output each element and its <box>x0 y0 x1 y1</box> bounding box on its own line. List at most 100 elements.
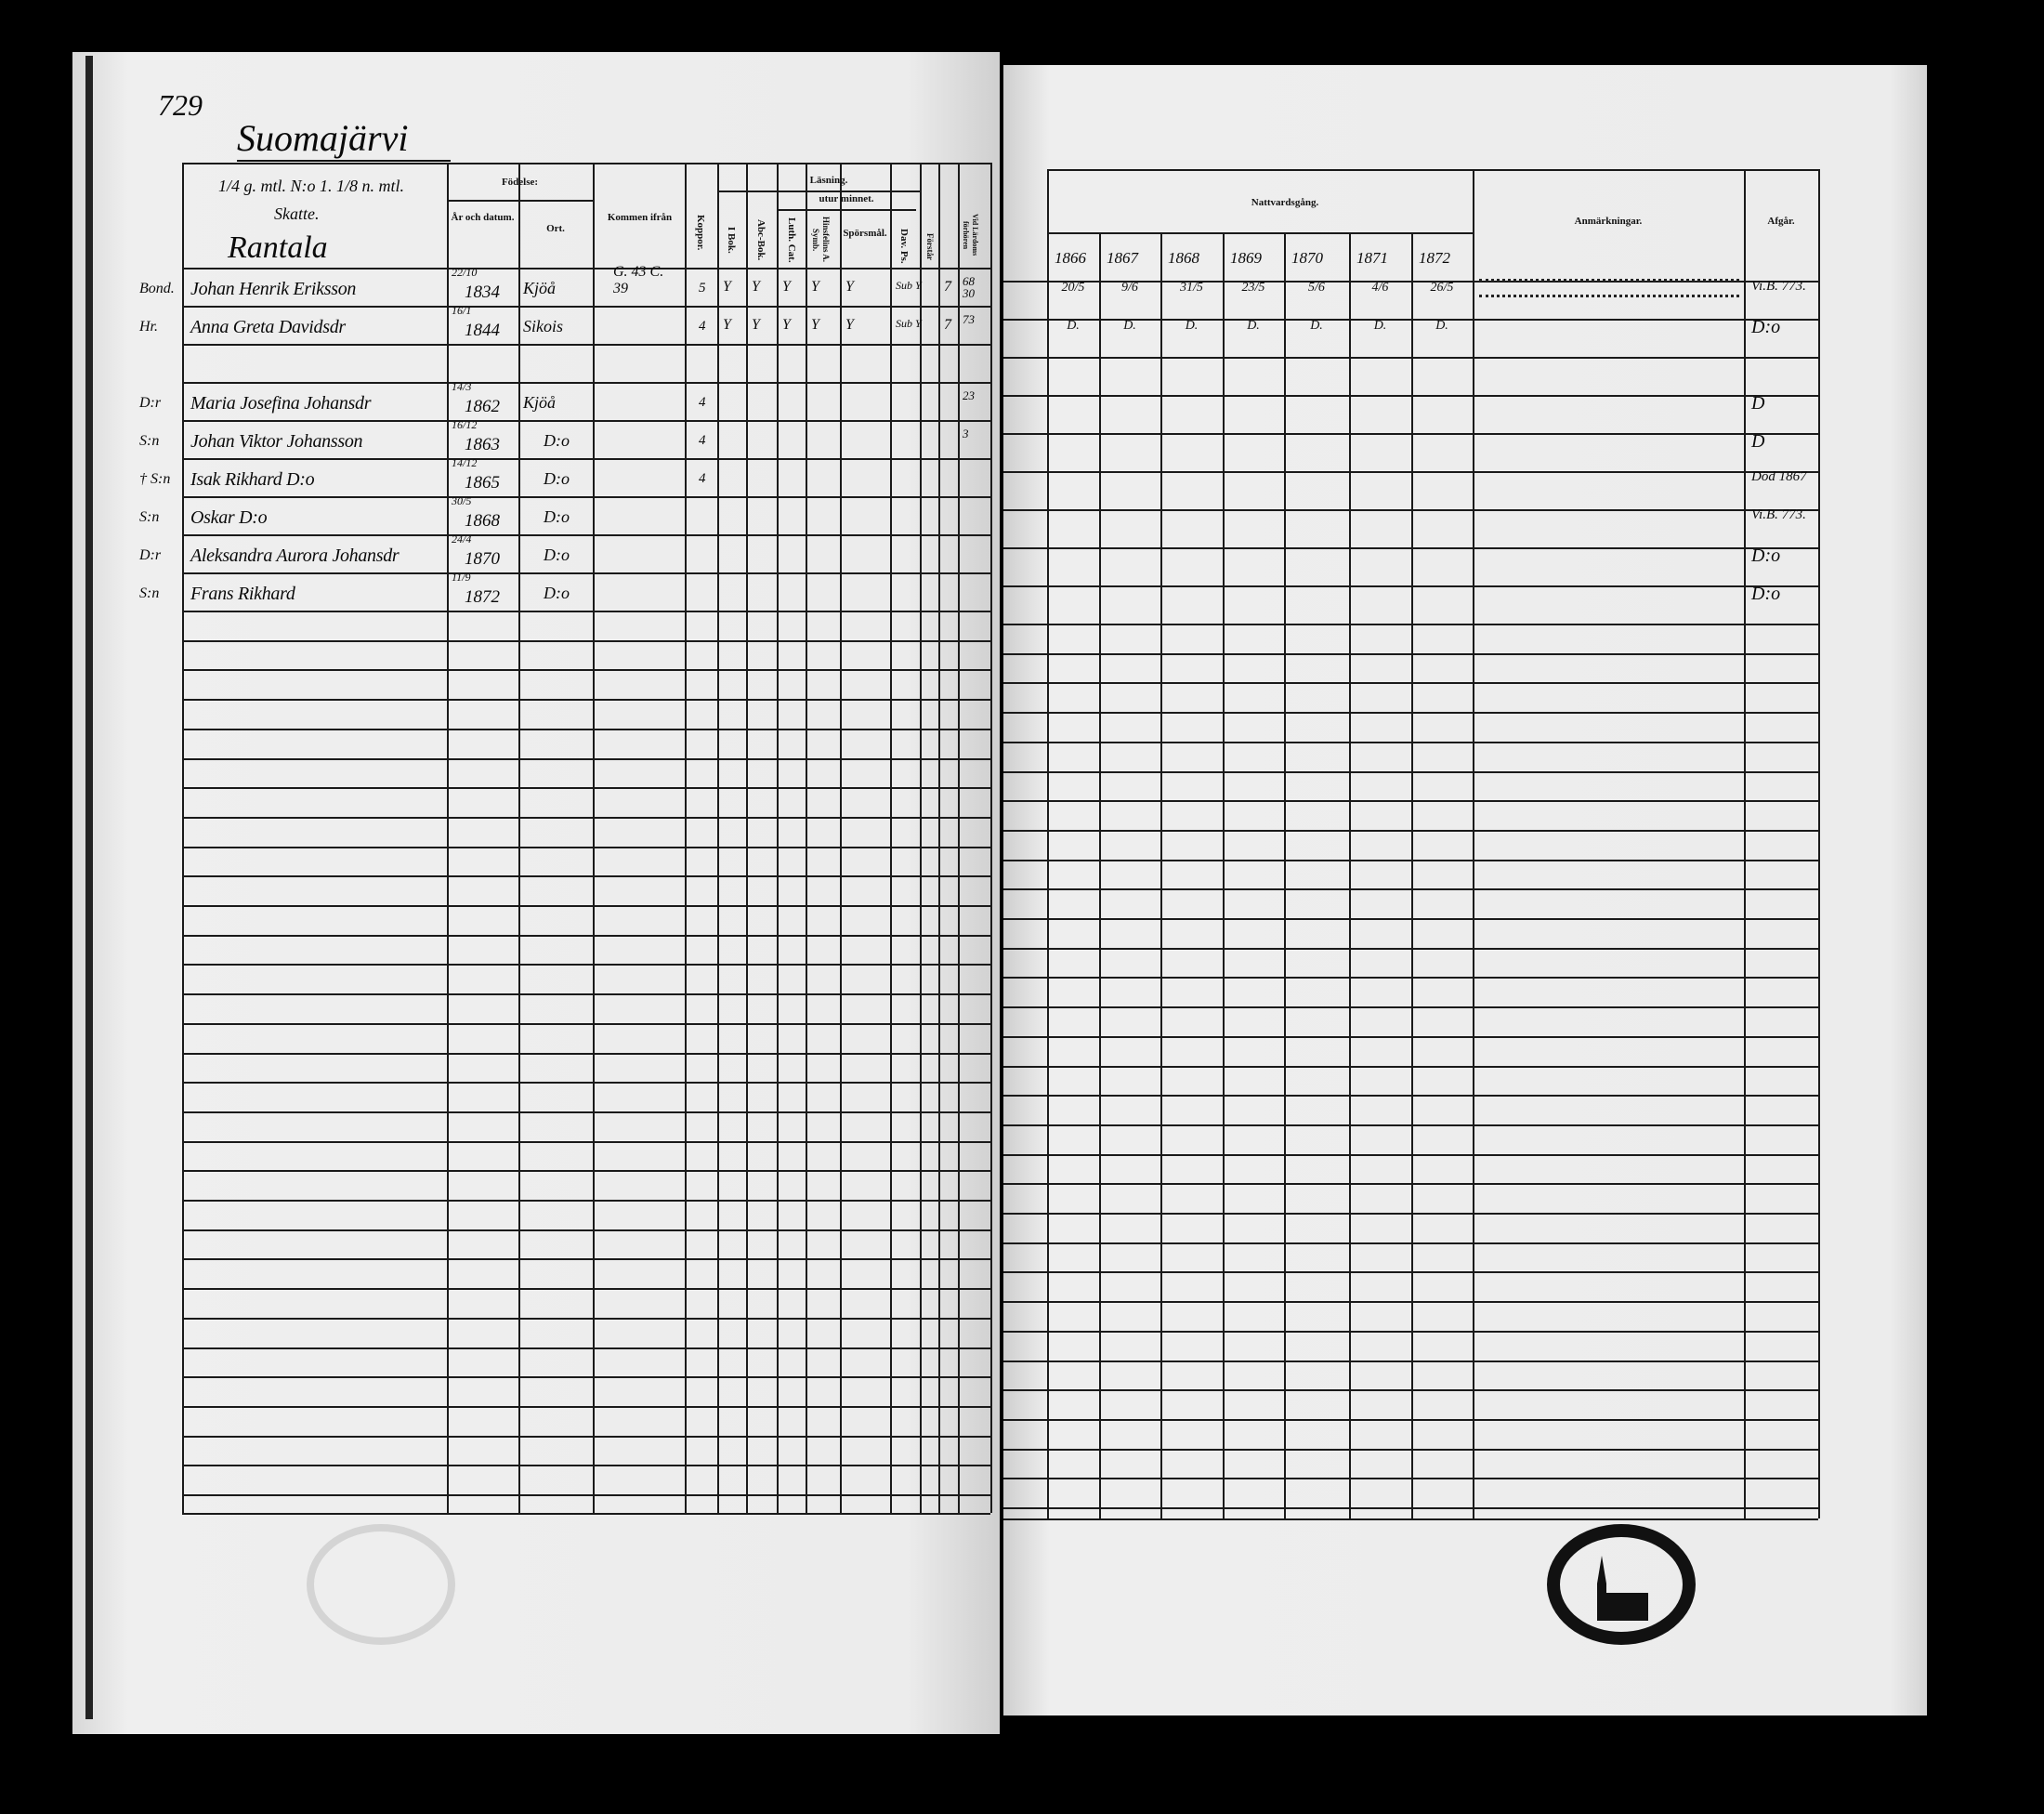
reading-mark: 7 <box>944 317 951 333</box>
row-rule <box>1003 1507 1818 1509</box>
row-rule <box>182 847 990 848</box>
person-name: Anna Greta Davidsdr <box>190 317 346 337</box>
column-rule <box>593 163 595 1513</box>
row-rule <box>1003 977 1818 979</box>
communion-date: 23/5 <box>1241 281 1265 295</box>
row-rule <box>1003 1360 1818 1362</box>
farm-tax-status: Skatte. <box>274 204 320 223</box>
row-rule <box>1003 624 1818 625</box>
row-rule <box>1003 1331 1818 1333</box>
birth-date: 24/4 <box>452 532 472 546</box>
row-rule <box>182 787 990 789</box>
reading-mark: Y <box>811 317 819 333</box>
household-role: S:n <box>139 509 160 525</box>
row-rule <box>182 534 990 536</box>
exam-mark: 3 <box>963 427 969 440</box>
column-rule <box>1473 169 1474 1518</box>
birth-year: 1872 <box>465 587 500 607</box>
column-rule <box>958 163 960 1513</box>
row-rule <box>1003 830 1818 832</box>
column-rule <box>920 163 922 1513</box>
row-rule <box>182 1111 990 1113</box>
header-symb: Hinsfelins A. Symb. <box>811 217 831 263</box>
faint-church-seal-stamp <box>307 1524 455 1645</box>
column-rule <box>1223 232 1225 1518</box>
departed-note: D:o <box>1751 546 1781 566</box>
row-rule <box>1003 682 1818 684</box>
person-name: Aleksandra Aurora Johansdr <box>190 546 400 566</box>
communion-year-1872: 1872 <box>1419 249 1450 267</box>
household-role: Bond. <box>139 281 175 296</box>
header-top-rule <box>182 163 990 164</box>
header-place: Ort. <box>546 223 565 234</box>
reading-subrule <box>717 191 920 192</box>
row-rule <box>1003 1301 1818 1303</box>
row-rule <box>182 458 990 460</box>
header-top-rule <box>1047 169 1818 171</box>
smallpox-mark: 5 <box>699 281 706 296</box>
row-rule <box>1003 395 1818 397</box>
row-rule <box>1003 800 1818 802</box>
row-rule <box>182 1376 990 1378</box>
row-rule <box>182 1258 990 1260</box>
header-questions: Spörsmål. <box>843 228 887 239</box>
row-rule <box>182 1170 990 1172</box>
column-rule <box>1284 232 1286 1518</box>
farm-name: Rantala <box>228 230 328 265</box>
row-rule <box>1003 1213 1818 1215</box>
communion-date: D. <box>1373 319 1387 333</box>
came-from: G. 43 C. 39 <box>613 264 664 296</box>
row-rule <box>1003 888 1818 890</box>
departed-note: D:o <box>1751 317 1781 337</box>
farm-assessment: 1/4 g. mtl. N:o 1. 1/8 n. mtl. <box>218 177 405 195</box>
birth-place: D:o <box>544 546 570 564</box>
row-rule <box>182 758 990 760</box>
column-rule <box>717 163 719 1513</box>
communion-date: 4/6 <box>1371 281 1389 295</box>
header-bottom-rule <box>1003 281 1818 283</box>
person-name: Johan Viktor Johansson <box>190 431 363 452</box>
row-rule <box>182 1318 990 1320</box>
departed-note: Vi.B. 773. <box>1751 279 1806 294</box>
header-exams: Vid Lärdoms förhören <box>962 214 979 256</box>
reading-mark: Y <box>845 279 854 295</box>
header-reading: Läsning. <box>809 175 848 186</box>
household-role: S:n <box>139 433 160 449</box>
row-rule <box>1003 1449 1818 1451</box>
church-seal-stamp <box>1547 1524 1696 1645</box>
departed-note: Död 1867 <box>1751 469 1807 484</box>
column-rule <box>1818 169 1820 1518</box>
row-rule <box>182 699 990 701</box>
row-rule <box>1003 509 1818 511</box>
header-remarks: Anmärkningar. <box>1574 216 1643 227</box>
communion-date: D. <box>1123 319 1136 333</box>
row-rule <box>1003 1066 1818 1068</box>
header-communion: Nattvardsgång. <box>1251 197 1319 208</box>
communion-date: D. <box>1185 319 1199 333</box>
row-rule <box>182 905 990 907</box>
birth-year: 1870 <box>465 549 500 569</box>
smallpox-mark: 4 <box>699 395 706 410</box>
row-rule <box>182 1141 990 1143</box>
exam-mark: 23 <box>963 388 975 402</box>
by-heart-subrule <box>777 209 916 211</box>
book-spine-edge <box>85 56 93 1719</box>
birth-place: D:o <box>544 507 570 526</box>
birth-year: 1868 <box>465 511 500 531</box>
header-dav-ps: Dav. Ps. <box>898 229 910 264</box>
header-birth: Födelse: <box>501 177 539 188</box>
person-name: Maria Josefina Johansdr <box>190 393 372 414</box>
row-rule <box>182 729 990 730</box>
row-rule <box>1003 319 1818 321</box>
communion-date: D. <box>1435 319 1448 333</box>
row-rule <box>182 496 990 498</box>
household-role: D:r <box>139 547 162 563</box>
table-bottom-rule <box>182 1513 990 1515</box>
row-rule <box>1003 1006 1818 1008</box>
person-name: Oskar D:o <box>190 507 268 528</box>
row-rule <box>182 306 990 308</box>
column-rule <box>1047 169 1049 1518</box>
row-rule <box>182 572 990 574</box>
reading-mark: Y <box>752 317 760 333</box>
reading-mark: Y <box>845 317 854 333</box>
